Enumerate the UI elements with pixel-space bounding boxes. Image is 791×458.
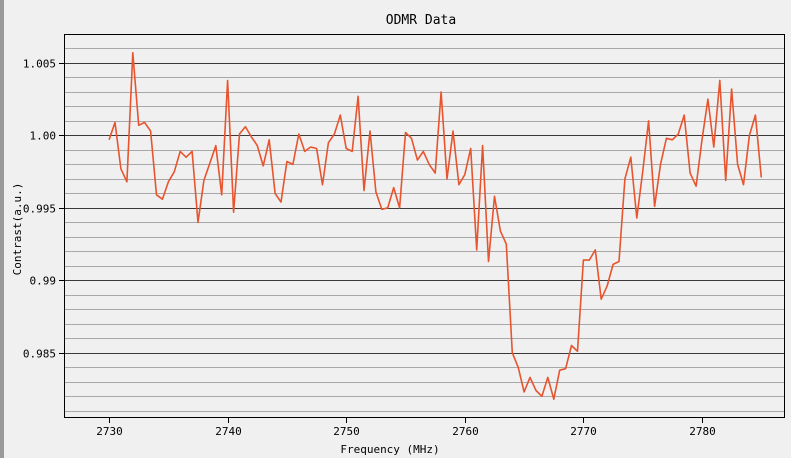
x-tick-label: 2750: [333, 425, 360, 438]
x-tick-label: 2770: [570, 425, 597, 438]
plot-frame: [64, 34, 785, 418]
window-left-edge: [0, 0, 4, 458]
x-tick-label: 2730: [96, 425, 123, 438]
y-tick-label: 1.005: [23, 58, 56, 71]
y-tick-label: 0.995: [23, 203, 56, 216]
x-tick-label: 2760: [452, 425, 479, 438]
x-tick-label: 2740: [215, 425, 242, 438]
plot-area: 0.985 0.99 0.995 1.00 1.005 2730 2740 2750 2760 2…: [23, 34, 785, 438]
y-tick-label: 0.99: [30, 275, 57, 288]
x-tick-label: 2780: [689, 425, 716, 438]
plot-background: [64, 34, 785, 418]
y-tick-label: 0.985: [23, 348, 56, 361]
series-line: [108, 51, 763, 401]
y-tick-label: 1.00: [30, 130, 57, 143]
chart-title: ODMR Data: [386, 13, 456, 28]
x-axis-label: Frequency (MHz): [340, 443, 439, 456]
y-axis-label: Contrast(a.u.): [11, 183, 24, 276]
